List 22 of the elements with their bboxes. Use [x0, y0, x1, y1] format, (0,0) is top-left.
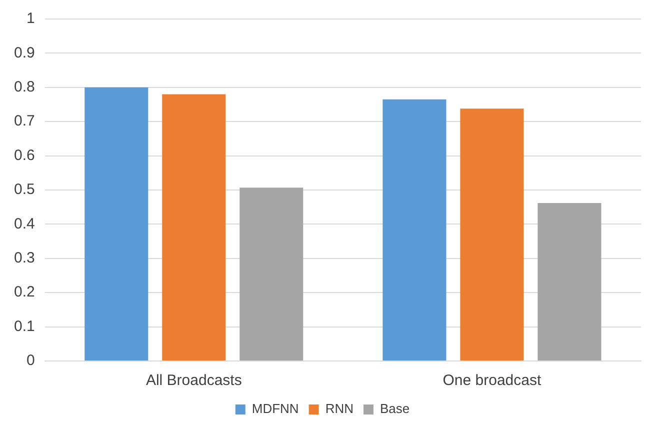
y-tick-label: 0.1 [14, 318, 35, 335]
x-tick-label: One broadcast [442, 372, 542, 390]
bar [240, 188, 304, 360]
x-tick-label: All Broadcasts [146, 372, 242, 390]
y-tick-label: 0.4 [14, 215, 35, 232]
y-tick-label: 0.2 [14, 284, 35, 301]
bar [382, 99, 446, 360]
legend-label: RNN [325, 401, 354, 416]
y-tick-label: 0.5 [14, 181, 35, 198]
legend-label: MDFNN [252, 401, 299, 416]
y-tick-label: 0 [26, 352, 35, 370]
y-tick-label: 0.6 [14, 146, 35, 164]
bar [538, 202, 602, 360]
y-tick-label: 1 [26, 10, 35, 28]
y-tick-label: 0.7 [14, 112, 35, 130]
y-tick-label: 0.3 [14, 250, 35, 267]
y-tick-label: 0.8 [14, 78, 35, 96]
bar [460, 108, 524, 360]
bar [162, 94, 226, 360]
y-tick-label: 0.9 [14, 44, 35, 62]
legend-label: Base [380, 401, 410, 416]
bar [84, 87, 148, 360]
